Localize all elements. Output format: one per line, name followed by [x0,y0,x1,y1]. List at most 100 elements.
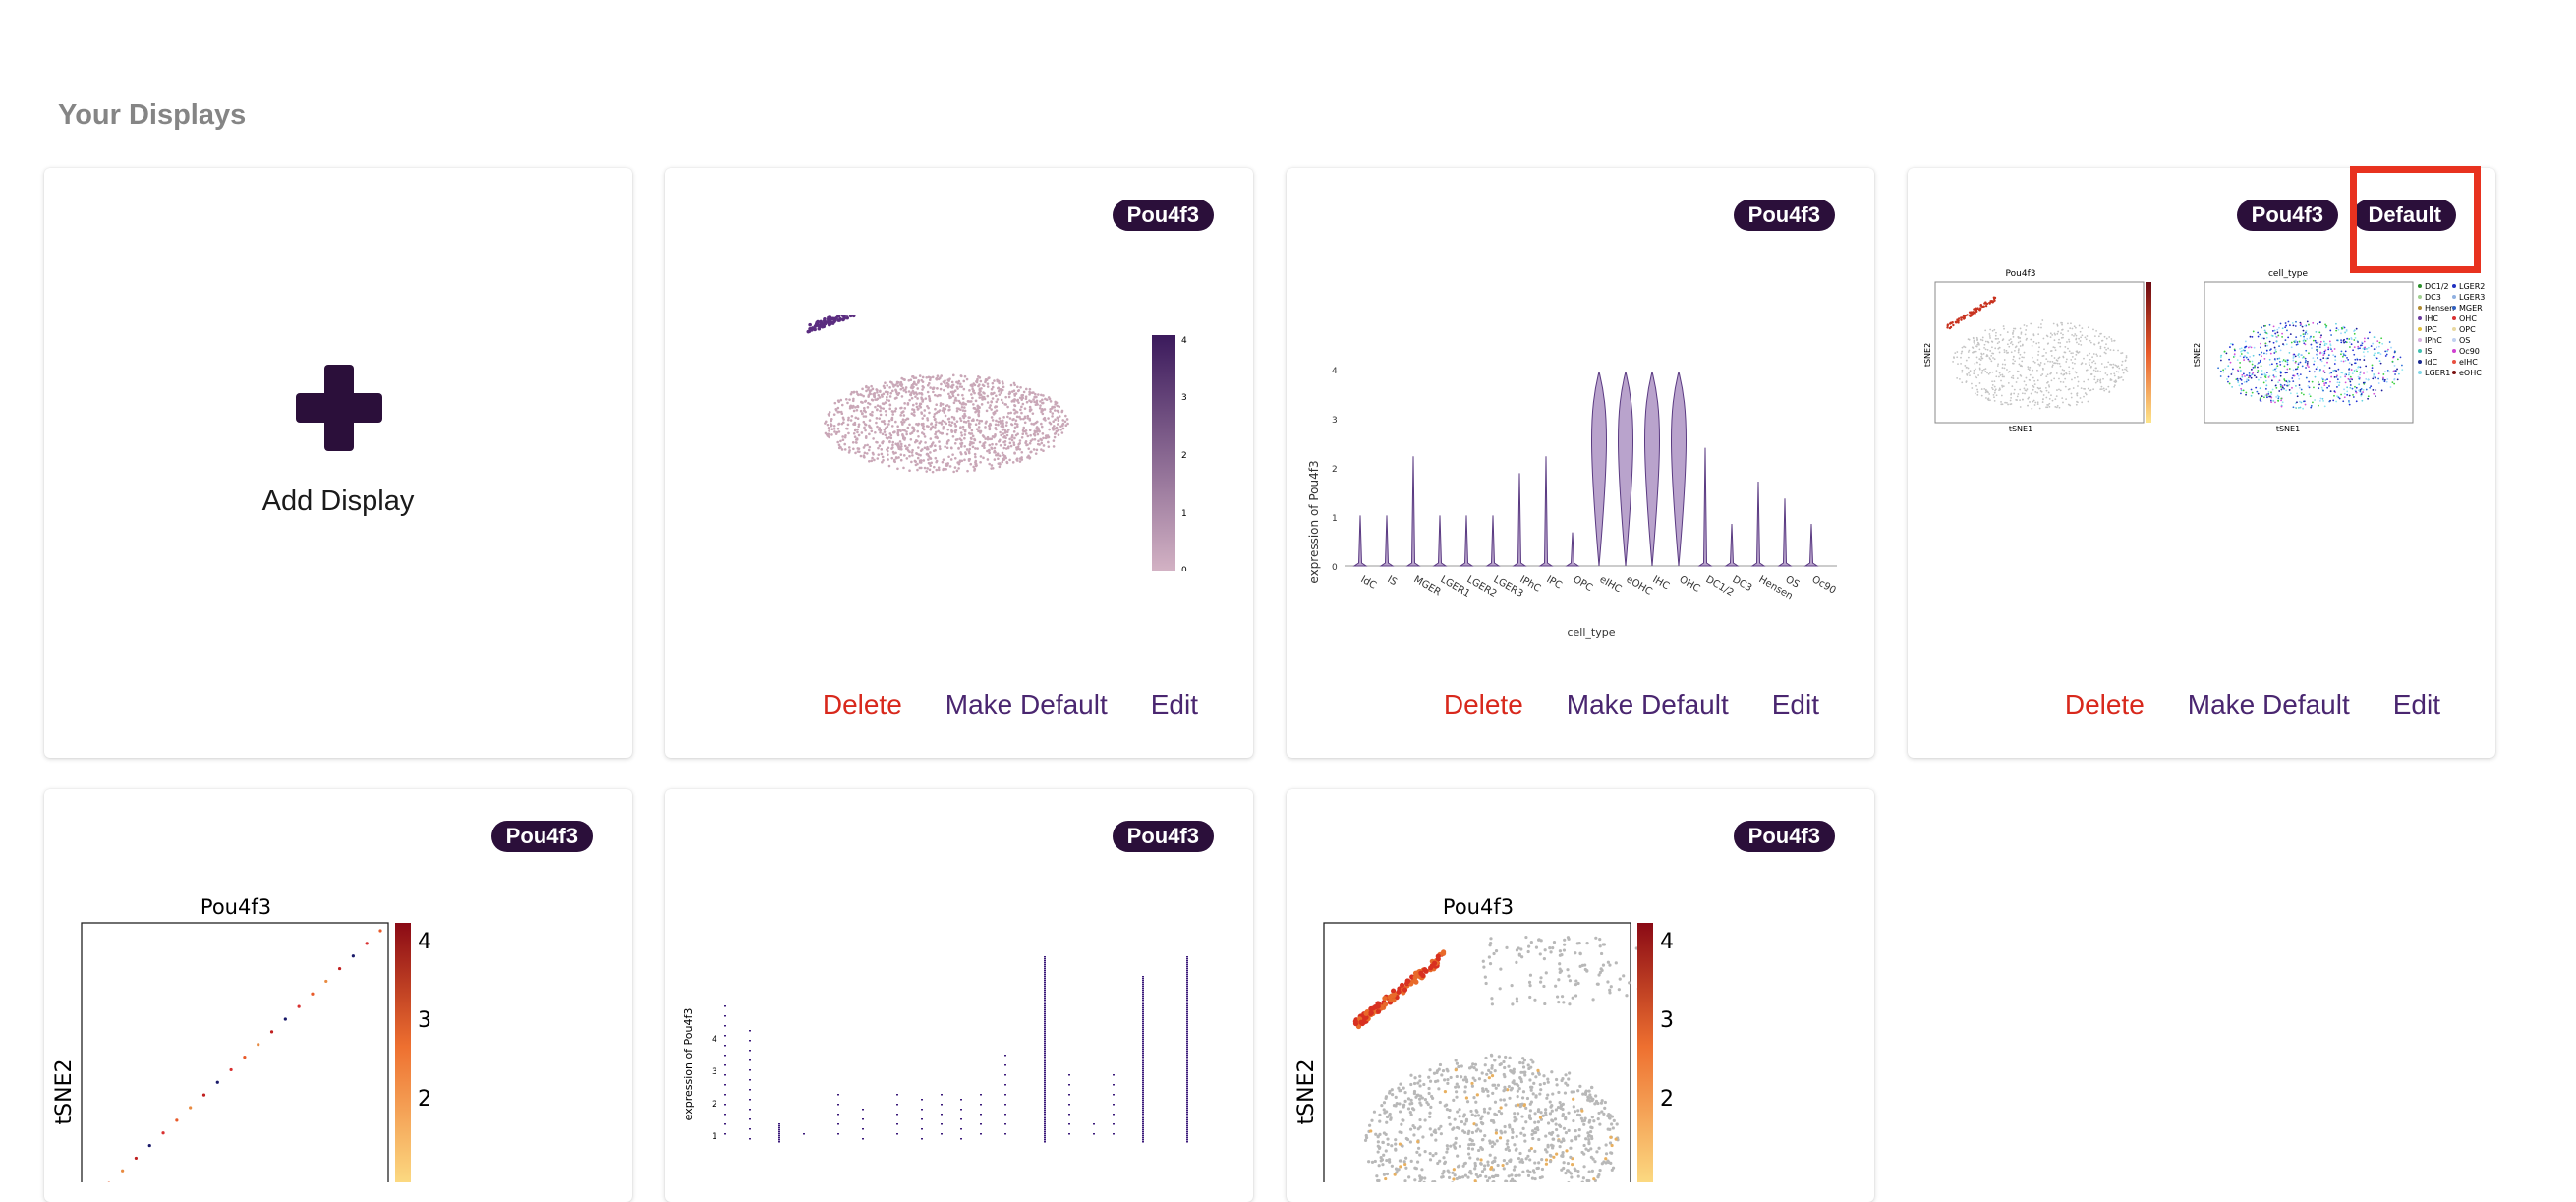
celltype-point [2340,394,2342,396]
strip-point [1142,1092,1144,1094]
celltype-point [2286,361,2288,363]
umap-point [1049,408,1052,411]
celltype-point [2324,405,2326,407]
umap-point [833,413,836,416]
umap-point [999,466,1002,469]
strip-point [778,1137,780,1139]
celltype-point [2287,336,2289,338]
delete-button[interactable]: Delete [823,689,902,720]
strip-point [724,1104,726,1106]
celltype-point [2352,388,2354,390]
tsne-point [1539,1083,1542,1086]
tsne-point [1597,1117,1600,1120]
tsne-point [1511,1081,1514,1084]
cbar-tick: 4 [418,930,431,954]
celltype-point [2375,389,2376,391]
tsne-point [1560,1154,1563,1157]
umap-point [934,436,937,439]
tsne-point [2103,388,2105,390]
tsne-point [1399,1165,1402,1168]
tsne-point [1517,1095,1519,1098]
celltype-point [2286,329,2288,331]
umap-point [856,437,859,440]
tsne-point [1596,983,1599,986]
tsne-point [1383,1101,1386,1104]
tsne-point [1966,374,1968,376]
tsne-point [2002,364,2004,366]
celltype-point [2324,365,2326,367]
celltype-point [2335,401,2337,403]
add-display-button[interactable]: Add Display [44,168,632,758]
tsne-point [1591,1170,1594,1173]
tsne-point [1412,1108,1415,1111]
umap-point [1002,380,1004,383]
tsne-point [1598,1122,1601,1125]
umap-point [1034,438,1037,441]
tsne-point [1489,1154,1492,1157]
strip-point [941,1114,943,1116]
umap-point [863,407,866,410]
celltype-point [2334,376,2336,378]
umap-point [1010,436,1013,439]
tsne-point [1484,1175,1487,1178]
tsne-point [1456,1083,1459,1086]
strip-point [862,1109,864,1111]
umap-point [987,395,990,398]
celltype-point [2340,341,2342,343]
tsne-point-high [1949,327,1951,329]
celltype-point [2266,350,2268,352]
strip-point [1044,1033,1046,1035]
tsne-point [1531,1072,1534,1075]
umap-point [1019,418,1022,421]
strip-point [837,1123,839,1125]
tsne-point [2043,394,2045,396]
tsne-point [2122,379,2124,381]
umap-point [835,432,838,435]
tsne-point [2071,379,2073,381]
tsne-point [1429,1152,1432,1155]
celltype-point [2265,384,2267,386]
umap-point [1030,439,1033,442]
make-default-button[interactable]: Make Default [1567,689,1729,720]
legend-marker [2452,327,2456,331]
right-xlabel: tSNE1 [2276,425,2300,433]
add-display-card[interactable]: Add Display [44,168,632,758]
tsne-point [2093,370,2095,372]
tsne-point [1488,1176,1491,1179]
umap-point [1029,388,1032,391]
tsne-point [2090,367,2092,369]
make-default-button[interactable]: Make Default [945,689,1108,720]
tsne-point [1457,1065,1460,1068]
strip-point [1044,1108,1046,1110]
tsne-point [1982,337,1984,339]
umap-point [971,429,974,432]
umap-point [993,379,996,382]
legend-marker [2452,338,2456,342]
strip-point [1142,1053,1144,1055]
edit-button[interactable]: Edit [1772,689,1819,720]
umap-point [910,394,913,397]
tsne-point [2006,402,2008,404]
delete-button[interactable]: Delete [1444,689,1523,720]
tsne-point [1615,1138,1618,1141]
umap-point [943,426,945,429]
umap-point [971,388,974,391]
umap-point [917,457,920,460]
delete-button[interactable]: Delete [2065,689,2145,720]
tsne-point [2072,352,2074,354]
tsne-point [1491,1074,1494,1077]
strip-point [1004,1094,1006,1096]
strip-point [1142,1068,1144,1070]
edit-button[interactable]: Edit [2393,689,2440,720]
umap-point [1004,436,1007,439]
umap-point [974,456,977,459]
celltype-point [2363,389,2365,391]
strip-point [941,1104,943,1106]
celltype-point [2327,357,2329,359]
edit-button[interactable]: Edit [1151,689,1198,720]
tsne-point [1519,1132,1522,1135]
make-default-button[interactable]: Make Default [2188,689,2350,720]
umap-point [854,429,857,431]
tsne-point [1504,1125,1507,1128]
umap-point [902,418,905,421]
